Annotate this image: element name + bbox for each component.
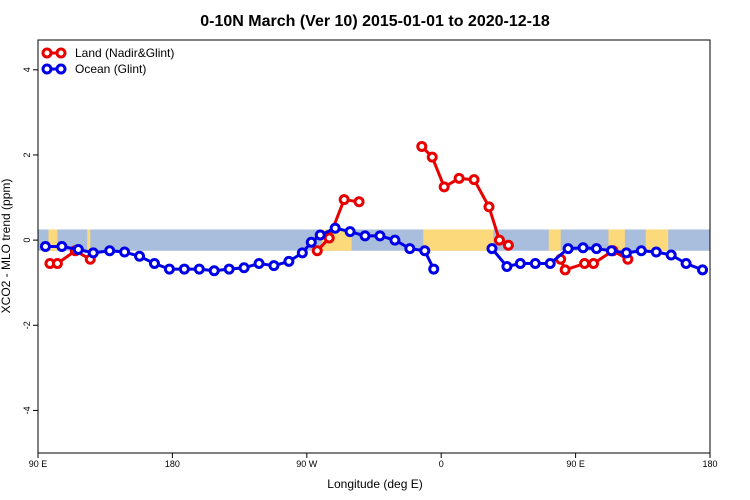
data-point bbox=[486, 243, 498, 255]
y-tick-label: 4 bbox=[22, 67, 32, 72]
data-point bbox=[559, 264, 571, 276]
series-1 bbox=[39, 222, 709, 277]
y-axis: -4 -2 0 2 4 bbox=[22, 67, 38, 414]
legend-marker bbox=[41, 47, 53, 59]
data-point bbox=[665, 249, 677, 261]
data-point bbox=[51, 258, 63, 270]
background-band bbox=[38, 229, 710, 251]
data-point bbox=[329, 222, 341, 234]
x-axis-label: Longitude (deg E) bbox=[327, 477, 422, 491]
data-point bbox=[163, 263, 175, 275]
data-point bbox=[635, 245, 647, 257]
data-point bbox=[148, 258, 160, 270]
land-patch bbox=[48, 229, 58, 251]
legend: Land (Nadir&Glint) Ocean (Glint) bbox=[41, 46, 174, 76]
y-axis-label: XCO2 - MLO trend (ppm) bbox=[0, 179, 13, 314]
data-point bbox=[238, 262, 250, 274]
data-point bbox=[438, 181, 450, 193]
data-point bbox=[529, 258, 541, 270]
legend-marker bbox=[55, 63, 67, 75]
data-point bbox=[338, 194, 350, 206]
data-point bbox=[353, 196, 365, 208]
data-point bbox=[314, 229, 326, 241]
data-point bbox=[577, 242, 589, 254]
data-point bbox=[134, 250, 146, 262]
land-patch bbox=[645, 229, 669, 251]
data-point bbox=[544, 258, 556, 270]
x-tick-label: 180 bbox=[165, 459, 180, 469]
y-tick-label: 2 bbox=[22, 152, 32, 157]
data-point bbox=[428, 263, 440, 275]
data-point bbox=[650, 246, 662, 258]
land-patch bbox=[548, 229, 561, 251]
data-point bbox=[453, 172, 465, 184]
data-point bbox=[419, 245, 431, 257]
data-point bbox=[253, 258, 265, 270]
data-point bbox=[359, 230, 371, 242]
data-point bbox=[591, 243, 603, 255]
data-point bbox=[501, 261, 513, 273]
data-point bbox=[283, 255, 295, 267]
data-point bbox=[305, 236, 317, 248]
data-point bbox=[178, 263, 190, 275]
legend-marker bbox=[55, 47, 67, 59]
land-patch bbox=[87, 229, 91, 251]
data-point bbox=[483, 201, 495, 213]
data-point bbox=[104, 245, 116, 257]
data-point bbox=[605, 245, 617, 257]
data-point bbox=[311, 245, 323, 257]
data-point bbox=[389, 234, 401, 246]
data-point bbox=[119, 246, 131, 258]
data-point bbox=[374, 230, 386, 242]
data-point bbox=[268, 260, 280, 272]
x-tick-label: 90 E bbox=[29, 459, 48, 469]
data-point bbox=[562, 243, 574, 255]
data-point bbox=[680, 258, 692, 270]
legend-label: Ocean (Glint) bbox=[75, 62, 146, 76]
y-tick-label: -4 bbox=[22, 406, 32, 414]
x-tick-label: 180 bbox=[702, 459, 717, 469]
legend-label: Land (Nadir&Glint) bbox=[75, 46, 174, 60]
data-point bbox=[502, 239, 514, 251]
data-point bbox=[344, 226, 356, 238]
plot-frame bbox=[37, 39, 711, 454]
data-point bbox=[193, 263, 205, 275]
legend-marker bbox=[41, 63, 53, 75]
x-tick-label: 90 E bbox=[566, 459, 585, 469]
x-tick-label: 0 bbox=[439, 459, 444, 469]
data-point bbox=[39, 241, 51, 252]
land-patch bbox=[423, 229, 494, 251]
y-tick-label: 0 bbox=[22, 238, 32, 243]
chart-title: 0-10N March (Ver 10) 2015-01-01 to 2020-… bbox=[200, 13, 550, 30]
series-line bbox=[45, 226, 436, 273]
data-point bbox=[588, 258, 600, 270]
y-tick-label: -2 bbox=[22, 321, 32, 329]
x-axis: 90 E 180 90 W 0 90 E 180 bbox=[29, 453, 718, 469]
data-point bbox=[697, 264, 709, 276]
data-point bbox=[208, 265, 220, 277]
series-line bbox=[316, 198, 360, 252]
data-point bbox=[323, 232, 335, 244]
data-point bbox=[296, 247, 308, 259]
data-point bbox=[493, 234, 505, 246]
data-point bbox=[579, 258, 591, 270]
x-tick-label: 90 W bbox=[296, 459, 318, 469]
data-point bbox=[404, 243, 416, 255]
data-point bbox=[514, 258, 526, 270]
data-point bbox=[620, 247, 632, 259]
ocean-band bbox=[38, 229, 710, 251]
series-layer bbox=[39, 140, 709, 277]
data-point bbox=[468, 174, 480, 186]
data-point bbox=[56, 241, 68, 252]
data-point bbox=[426, 151, 438, 163]
data-point bbox=[72, 243, 84, 255]
data-point bbox=[416, 140, 428, 152]
data-point bbox=[87, 247, 99, 259]
data-point bbox=[223, 263, 235, 275]
